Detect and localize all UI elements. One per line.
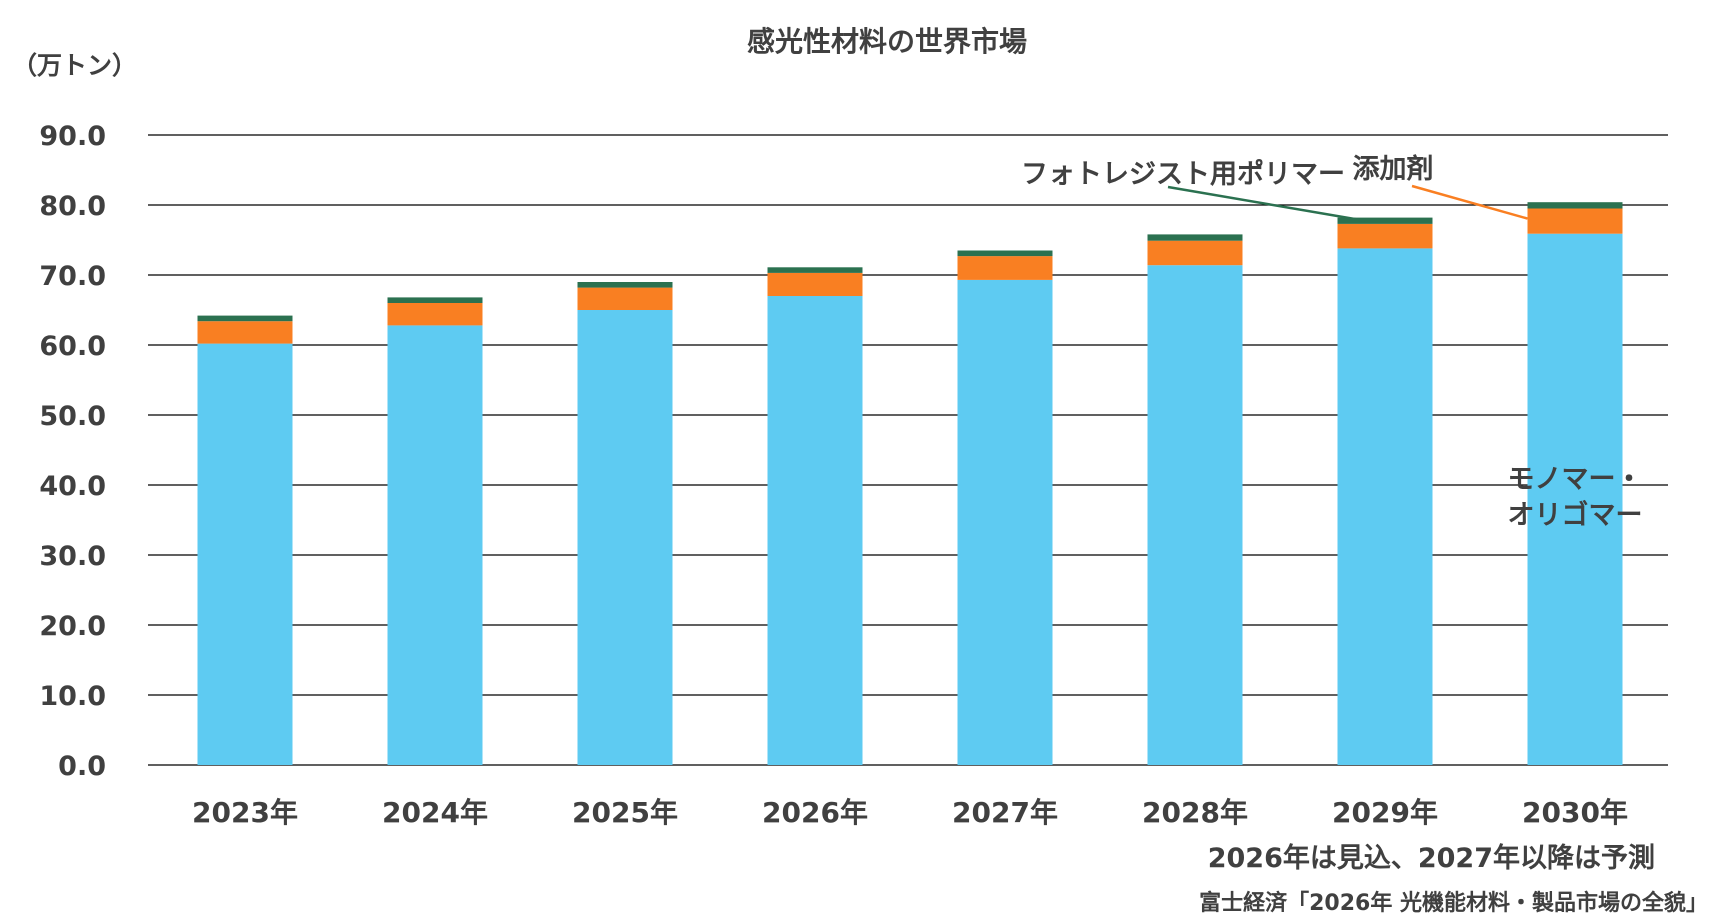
bar-segment-monomer — [1527, 233, 1623, 765]
bar-segment-additive — [577, 287, 673, 310]
y-tick-label: 0.0 — [58, 751, 106, 782]
bar-segment-additive — [957, 256, 1053, 280]
x-tick-label: 2024年 — [382, 796, 488, 829]
bar-segment-polymer — [387, 297, 483, 303]
bar-segment-additive — [1337, 223, 1433, 249]
y-tick-label: 30.0 — [39, 541, 106, 572]
bar-segment-polymer — [1147, 234, 1243, 241]
bar-segment-additive — [197, 321, 293, 344]
bar-segment-monomer — [767, 296, 863, 765]
bar-segment-polymer — [767, 267, 863, 273]
series-label-monomer-line2: オリゴマー — [1508, 499, 1643, 531]
y-tick-label: 10.0 — [39, 681, 106, 712]
y-tick-label: 90.0 — [39, 121, 106, 152]
bar-segment-monomer — [387, 325, 483, 765]
y-axis-unit-label: （万トン） — [12, 51, 137, 80]
callouts — [1167, 184, 1528, 222]
x-tick-label: 2030年 — [1522, 796, 1628, 829]
polymer-leader-line — [1167, 185, 1366, 222]
bar-segment-monomer — [957, 279, 1053, 765]
forecast-note: 2026年は見込、2027年以降は予測 — [1208, 842, 1655, 874]
y-tick-label: 60.0 — [39, 331, 106, 362]
bar-segment-polymer — [1527, 202, 1623, 209]
y-tick-label: 40.0 — [39, 471, 106, 502]
x-tick-label: 2028年 — [1142, 796, 1248, 829]
bar-segment-polymer — [577, 282, 673, 288]
bar-segment-additive — [1527, 208, 1623, 234]
bar-segment-monomer — [1337, 248, 1433, 765]
y-tick-label: 20.0 — [39, 611, 106, 642]
bar-segment-polymer — [957, 250, 1053, 257]
y-tick-label: 80.0 — [39, 191, 106, 222]
series-label-additive: 添加剤 — [1353, 153, 1434, 185]
bar-segment-monomer — [197, 343, 293, 765]
bar-segment-additive — [1147, 240, 1243, 266]
series-label-photoresist-polymer: フォトレジスト用ポリマー — [1021, 159, 1345, 190]
gridlines — [148, 134, 1668, 766]
bar-segment-monomer — [577, 310, 673, 765]
x-tick-label: 2025年 — [572, 796, 678, 829]
bar-segment-monomer — [1147, 265, 1243, 765]
x-axis-ticks: 2023年 2024年 2025年 2026年 2027年 2028年 2029年 2030年 — [192, 796, 1628, 829]
bars — [197, 202, 1623, 765]
y-tick-label: 70.0 — [39, 261, 106, 292]
bar-segment-polymer — [197, 315, 293, 322]
x-tick-label: 2026年 — [762, 796, 868, 829]
x-tick-label: 2029年 — [1332, 796, 1438, 829]
source-note: 富士経済「2026年 光機能材料・製品市場の全貌」 — [1199, 890, 1708, 916]
chart-title: 感光性材料の世界市場 — [747, 25, 1027, 58]
series-label-monomer-line1: モノマー・ — [1508, 464, 1643, 495]
bar-segment-additive — [387, 303, 483, 326]
y-axis-ticks: 0.0 10.0 20.0 30.0 40.0 50.0 60.0 70.0 80.0 90.0 — [39, 121, 106, 782]
y-tick-label: 50.0 — [39, 401, 106, 432]
bar-segment-additive — [767, 272, 863, 296]
x-tick-label: 2027年 — [952, 796, 1058, 829]
bar-segment-polymer — [1337, 217, 1433, 224]
x-tick-label: 2023年 — [192, 796, 298, 829]
additive-leader-line — [1411, 184, 1528, 220]
